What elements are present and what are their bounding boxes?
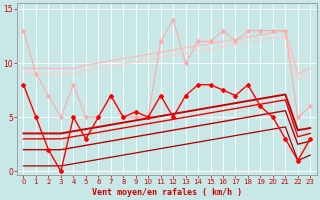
X-axis label: Vent moyen/en rafales ( km/h ): Vent moyen/en rafales ( km/h ) — [92, 188, 242, 197]
